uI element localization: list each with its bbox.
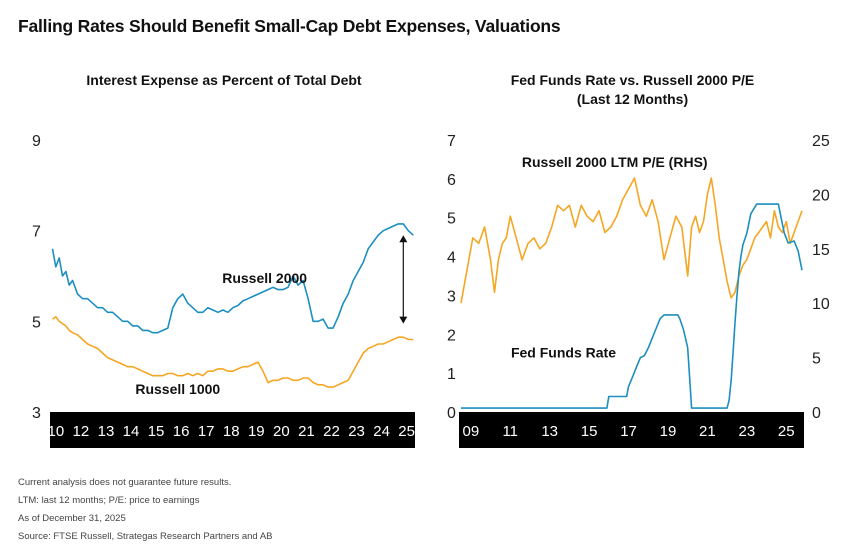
left-x-tick-label: 24 [373, 423, 390, 440]
series-line-russell-2000 [51, 223, 414, 334]
series-line-russell-1000 [52, 316, 414, 388]
gap-arrow-head-top [399, 235, 408, 243]
right-chart-left-y-tick-label: 3 [447, 288, 456, 305]
left-x-tick-label: 21 [298, 423, 315, 440]
left-x-tick-label: 10 [48, 423, 65, 440]
right-chart-right-y-tick-label: 20 [812, 187, 830, 204]
charts-canvas: 10 12 13 14 15 16 17 18 19 20 21 22 23 24 253579Russel… [32, 133, 830, 448]
left-x-tick-label: 23 [348, 423, 365, 440]
left-y-tick-label: 9 [32, 133, 41, 150]
left-x-tick-label: 14 [123, 423, 140, 440]
right-x-tick-label: 17 [620, 423, 637, 440]
left-chart-title: Interest Expense as Percent of Total Deb… [86, 72, 362, 88]
left-x-tick-label: 15 [148, 423, 165, 440]
footnote-source: Source: FTSE Russell, Strategas Research… [18, 531, 273, 542]
right-x-tick-label: 23 [738, 423, 755, 440]
left-x-tick-label: 25 [398, 423, 415, 440]
right-chart-left-y-tick-label: 7 [447, 133, 456, 150]
right-chart-title-line-2: (Last 12 Months) [576, 91, 689, 107]
right-chart-left-y-tick-label: 5 [447, 211, 456, 228]
left-series-annotation: Russell 2000 [222, 270, 307, 286]
right-chart-title-line-1: Fed Funds Rate vs. Russell 2000 P/E [510, 72, 755, 88]
series-line-fed-funds-rate [461, 203, 803, 409]
right-chart-left-y-tick-label: 1 [447, 366, 456, 383]
left-y-tick-label: 5 [32, 314, 41, 331]
footnote-as-of-date: As of December 31, 2025 [18, 513, 126, 524]
right-x-tick-label: 13 [541, 423, 558, 440]
right-chart-left-y-tick-label: 6 [447, 172, 456, 189]
left-x-tick-label: 13 [98, 423, 115, 440]
left-y-tick-label: 3 [32, 405, 41, 422]
right-chart-title: Fed Funds Rate vs. Russell 2000 P/E (Las… [455, 71, 810, 109]
left-series-annotation: Russell 1000 [135, 381, 220, 397]
right-x-axis-band [459, 412, 804, 448]
right-chart-left-y-tick-label: 4 [447, 250, 456, 267]
right-chart-left-y-tick-label: 0 [447, 405, 456, 422]
gap-arrow-head-bottom [399, 316, 408, 324]
left-x-tick-label: 12 [73, 423, 90, 440]
right-chart-right-y-tick-label: 0 [812, 405, 821, 422]
left-x-tick-label: 22 [323, 423, 340, 440]
left-x-tick-label: 18 [223, 423, 240, 440]
right-chart-right-y-tick-label: 5 [812, 351, 821, 368]
right-series-annotation: Fed Funds Rate [511, 345, 616, 361]
right-chart-left-y-tick-label: 2 [447, 327, 456, 344]
right-chart-right-y-tick-label: 15 [812, 242, 830, 259]
left-x-tick-label: 19 [248, 423, 265, 440]
series-line-russell-2000-ltm-p-e-rhs [460, 177, 803, 304]
right-x-tick-label: 15 [581, 423, 598, 440]
footnote-disclaimer: Current analysis does not guarantee futu… [18, 477, 232, 488]
right-x-tick-label: 11 [502, 423, 518, 440]
right-x-tick-label: 21 [699, 423, 716, 440]
left-x-tick-label: 20 [273, 423, 290, 440]
right-chart-right-y-tick-label: 10 [812, 296, 830, 313]
right-chart-right-y-tick-label: 25 [812, 133, 830, 150]
right-chart: 09 11 13 15 17 19 21 23 25012345670510152025Russ… [447, 133, 830, 448]
left-x-tick-label: 16 [173, 423, 190, 440]
left-y-tick-label: 7 [32, 224, 41, 241]
main-title: Falling Rates Should Benefit Small-Cap D… [18, 16, 561, 36]
right-series-annotation: Russell 2000 LTM P/E (RHS) [522, 154, 708, 170]
right-x-tick-label: 25 [778, 423, 795, 440]
footnote-abbreviations: LTM: last 12 months; P/E: price to earni… [18, 495, 200, 506]
left-x-axis-band [50, 412, 415, 448]
right-x-tick-label: 09 [462, 423, 479, 440]
left-chart: 10 12 13 14 15 16 17 18 19 20 21 22 23 24 25 3 5 7 9 Russel… [32, 133, 415, 448]
left-x-tick-label: 17 [198, 423, 215, 440]
right-x-tick-label: 19 [660, 423, 677, 440]
